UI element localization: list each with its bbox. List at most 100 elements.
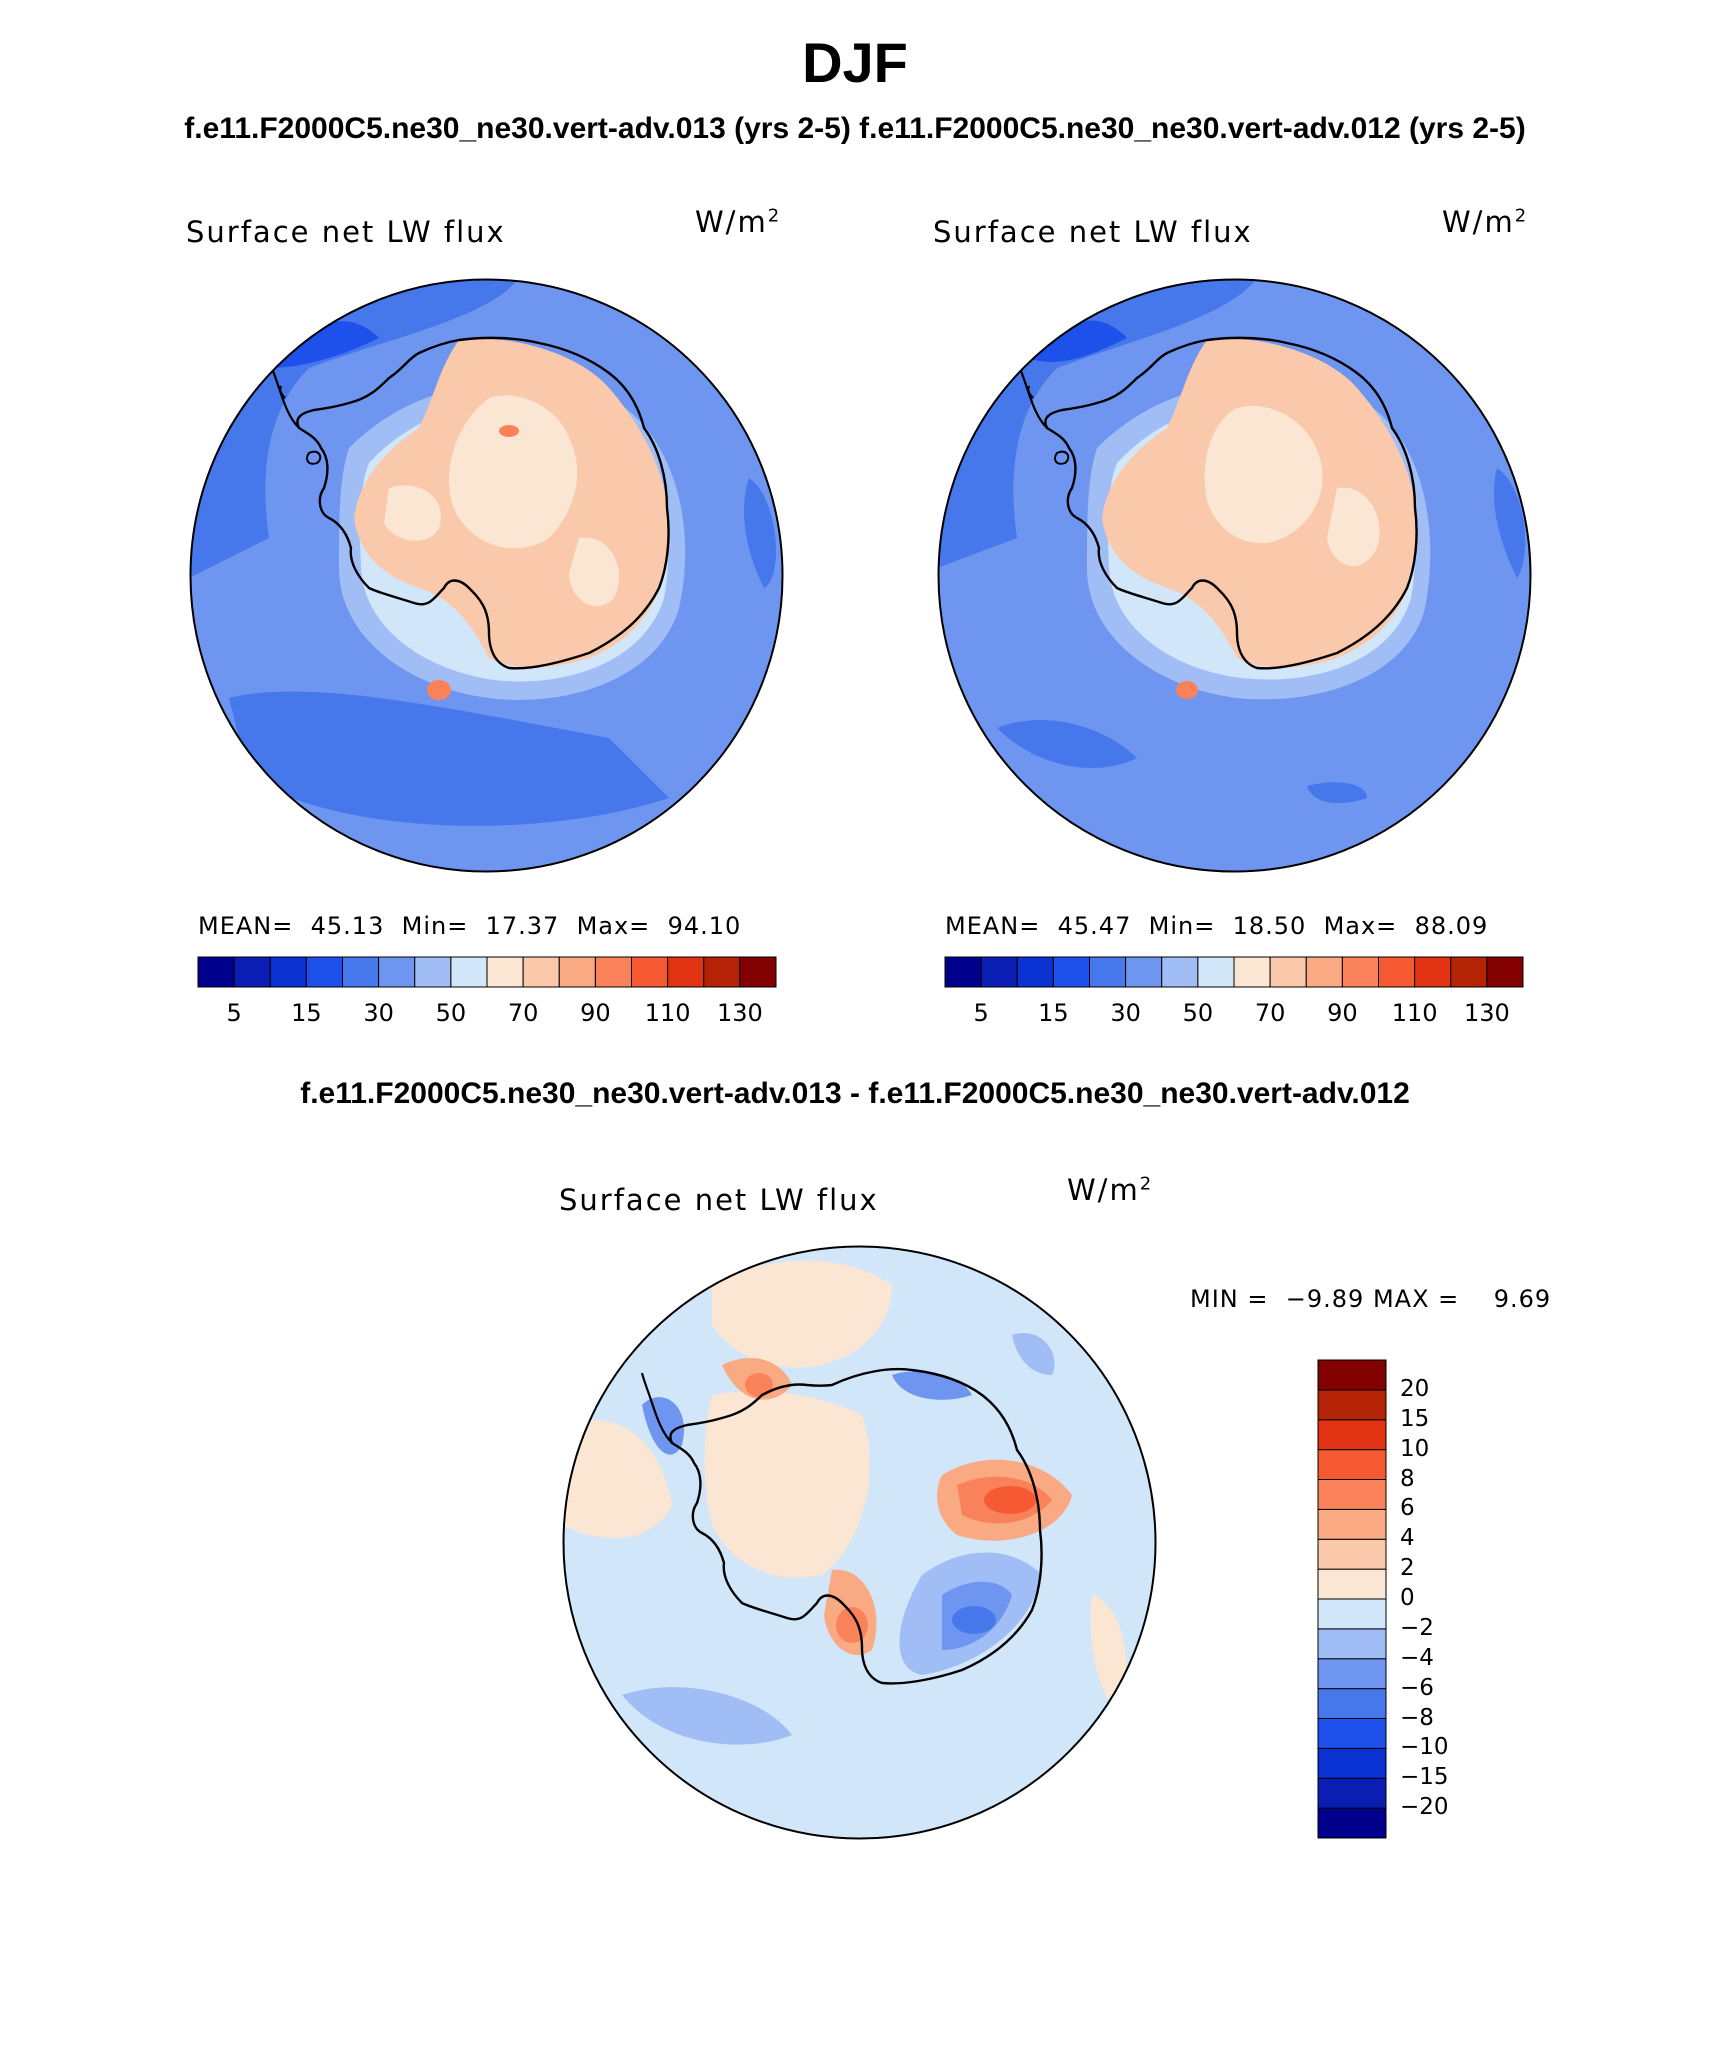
positive-anomaly-region bbox=[712, 1260, 892, 1368]
colorbar-swatch bbox=[631, 956, 669, 988]
colorbar-swatch bbox=[944, 956, 982, 988]
diff-max: 9.69 bbox=[1493, 1285, 1552, 1313]
colorbar-tick-label: −20 bbox=[1400, 1794, 1449, 1821]
colorbar-swatch bbox=[1486, 956, 1524, 988]
colorbar-tick-label: 70 bbox=[1254, 999, 1286, 1027]
colorbar-swatch bbox=[233, 956, 271, 988]
colorbar-tick-label: 110 bbox=[1391, 999, 1438, 1027]
low-flux-region bbox=[269, 321, 379, 368]
diff-minmax: MIN = −9.89 MAX = 9.69 bbox=[1190, 1285, 1551, 1313]
colorbar-swatch bbox=[703, 956, 741, 988]
colorbar-tick-label: 4 bbox=[1400, 1525, 1415, 1552]
high-flux-spot bbox=[427, 680, 451, 700]
colorbar-swatch bbox=[1089, 956, 1127, 988]
colorbar-tick-label: −4 bbox=[1400, 1644, 1434, 1671]
colorbar-tick-label: −8 bbox=[1400, 1704, 1434, 1731]
colorbar-tick-label: 6 bbox=[1400, 1495, 1415, 1522]
panel-1-mean: 45.13 bbox=[310, 912, 385, 940]
panel-1-min-label: Min= bbox=[401, 912, 469, 940]
colorbar-swatch bbox=[1317, 1568, 1387, 1600]
colorbar-tick-label: 2 bbox=[1400, 1555, 1415, 1582]
ice-sheet-field bbox=[449, 395, 578, 549]
colorbar-swatch bbox=[1197, 956, 1235, 988]
diff-min-label: MIN = bbox=[1190, 1285, 1269, 1313]
colorbar-swatch bbox=[1317, 1628, 1387, 1660]
colorbar-tick-label: 20 bbox=[1400, 1375, 1430, 1402]
panel-1-max-label: Max= bbox=[576, 912, 651, 940]
colorbar-tick-label: 30 bbox=[1110, 999, 1141, 1027]
colorbar-tick-label: 8 bbox=[1400, 1465, 1415, 1492]
top-subtitle: f.e11.F2000C5.ne30_ne30.vert-adv.013 (yr… bbox=[0, 112, 1710, 146]
ice-sheet-field bbox=[384, 485, 441, 541]
diff-max-label: MAX = bbox=[1372, 1285, 1460, 1313]
colorbar-tick-label: 70 bbox=[507, 999, 539, 1027]
diff-min: −9.89 bbox=[1285, 1285, 1365, 1313]
panel-2-min: 18.50 bbox=[1232, 912, 1307, 940]
panel-2-mean-label: MEAN= bbox=[945, 912, 1041, 940]
colorbar-swatch bbox=[1125, 956, 1163, 988]
colorbar-swatch bbox=[1317, 1718, 1387, 1749]
colorbar-tick-label: 110 bbox=[644, 999, 691, 1027]
colorbar-tick-label: 10 bbox=[1400, 1435, 1430, 1462]
map-boundary bbox=[937, 278, 1532, 873]
island-outline bbox=[306, 450, 322, 465]
colorbar-tick-label: −10 bbox=[1400, 1734, 1449, 1761]
colorbar-swatch bbox=[1317, 1688, 1387, 1719]
low-flux-region bbox=[1493, 468, 1526, 578]
colorbar-tick-label: 50 bbox=[1182, 999, 1214, 1027]
high-flux-spot bbox=[499, 425, 519, 437]
island-outline bbox=[1054, 450, 1070, 465]
colorbar-tick-label: 90 bbox=[1327, 999, 1358, 1027]
colorbar-swatch bbox=[522, 956, 560, 988]
panel-2-min-label: Min= bbox=[1148, 912, 1216, 940]
case-2-label: f.e11.F2000C5.ne30_ne30.vert-adv.012 (yr… bbox=[859, 112, 1526, 145]
panel-2-variable-title: Surface net LW flux bbox=[933, 215, 1253, 249]
colorbar-tick-label: 5 bbox=[226, 999, 242, 1027]
diff-variable-title: Surface net LW flux bbox=[559, 1183, 879, 1217]
colorbar-tick-label: 0 bbox=[1400, 1585, 1415, 1611]
colorbar-swatch bbox=[1378, 956, 1416, 988]
colorbar-swatch bbox=[594, 956, 632, 988]
colorbar-swatch bbox=[1317, 1389, 1387, 1421]
colorbar-swatch bbox=[1317, 1747, 1387, 1779]
colorbar-swatch bbox=[305, 956, 343, 988]
low-flux-region bbox=[744, 478, 776, 588]
strong-positive-spot bbox=[984, 1486, 1036, 1514]
colorbar-swatch bbox=[486, 956, 524, 988]
colorbar-swatch bbox=[1317, 1807, 1387, 1839]
antarctic-coastline bbox=[1044, 336, 1418, 670]
panel-1-min: 17.37 bbox=[485, 912, 560, 940]
panel-2-max: 88.09 bbox=[1414, 912, 1489, 940]
panel-1-max: 94.10 bbox=[667, 912, 742, 940]
colorbar-tick-label: 15 bbox=[1400, 1405, 1430, 1432]
colorbar-swatch bbox=[1317, 1359, 1387, 1391]
panel-2-stats: MEAN= 45.47 Min= 18.50 Max= 88.09 bbox=[945, 912, 1488, 940]
colorbar-swatch bbox=[1450, 956, 1488, 988]
colorbar-swatch bbox=[1269, 956, 1307, 988]
panel-1-stats: MEAN= 45.13 Min= 17.37 Max= 94.10 bbox=[198, 912, 741, 940]
diff-units: W/m2 bbox=[1067, 1173, 1154, 1207]
colorbar-swatch bbox=[1317, 1508, 1387, 1540]
colorbar-swatch bbox=[980, 956, 1018, 988]
colorbar-swatch bbox=[1052, 956, 1090, 988]
high-flux-spot bbox=[1176, 681, 1198, 699]
low-flux-region bbox=[1307, 782, 1367, 804]
colorbar-tick-label: 5 bbox=[973, 999, 989, 1027]
colorbar-swatch bbox=[1317, 1479, 1387, 1510]
low-flux-region bbox=[1027, 320, 1127, 362]
antarctic-coastline bbox=[296, 336, 670, 670]
colorbar-swatch bbox=[1233, 956, 1271, 988]
colorbar-swatch bbox=[1317, 1449, 1387, 1480]
colorbar-swatch bbox=[378, 956, 416, 988]
colorbar-swatch bbox=[1016, 956, 1054, 988]
colorbar-tick-label: 50 bbox=[435, 999, 467, 1027]
colorbar-tick-label: 130 bbox=[1463, 999, 1510, 1027]
panel-1-map bbox=[189, 278, 784, 873]
colorbar-swatch bbox=[1317, 1538, 1387, 1570]
colorbar-swatch bbox=[342, 956, 380, 988]
low-flux-region bbox=[997, 719, 1137, 768]
panel-2-colorbar bbox=[944, 956, 1524, 988]
colorbar-tick-label: −15 bbox=[1400, 1764, 1449, 1791]
colorbar-swatch bbox=[739, 956, 777, 988]
colorbar-swatch bbox=[197, 956, 235, 988]
